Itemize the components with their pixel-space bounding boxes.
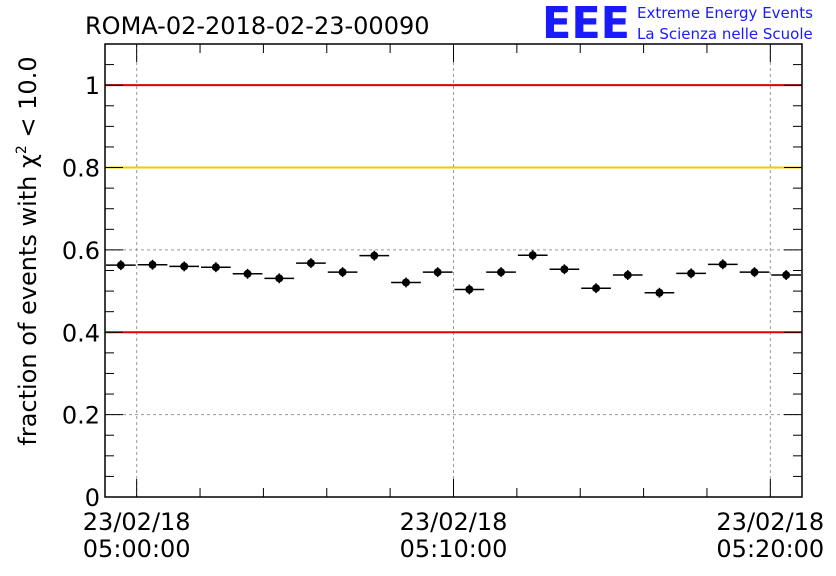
y-axis-label-prefix: fraction of events with [14, 168, 42, 446]
data-point [148, 260, 157, 269]
data-point [243, 269, 252, 278]
data-point [401, 278, 410, 287]
y-tick-label: 1 [85, 72, 100, 100]
data-point [497, 268, 506, 277]
y-axis-label-chi: χ [14, 154, 42, 168]
data-point [211, 263, 220, 272]
x-tick-label-date: 23/02/18 [83, 508, 191, 536]
data-point [687, 269, 696, 278]
reference-lines [105, 84, 802, 334]
x-tick-label-time: 05:00:00 [83, 535, 191, 563]
axes: 00.20.40.60.8123/02/1805:00:0023/02/1805… [62, 43, 824, 563]
y-tick-label: 0.4 [62, 319, 100, 347]
data-point [560, 265, 569, 274]
x-tick-label-date: 23/02/18 [400, 508, 508, 536]
y-tick-label: 0 [85, 484, 100, 512]
data-point [528, 251, 537, 260]
data-point [655, 288, 664, 297]
data-point [180, 262, 189, 271]
data-series [106, 250, 801, 298]
y-tick-label: 0.8 [62, 155, 100, 183]
logo-line-1: Extreme Energy Events [637, 4, 813, 22]
y-axis-label-suffix: < 10.0 [14, 56, 42, 145]
data-point [433, 268, 442, 277]
y-axis-label-superscript: 2 [14, 145, 30, 154]
data-point [465, 285, 474, 294]
data-point [592, 284, 601, 293]
data-point [750, 268, 759, 277]
data-point [370, 251, 379, 260]
x-tick-label-time: 05:10:00 [400, 535, 508, 563]
y-axis-label: fraction of events with χ2 < 10.0 [14, 56, 42, 445]
data-point [306, 259, 315, 268]
data-point [718, 260, 727, 269]
data-point [116, 261, 125, 270]
run-title: ROMA-02-2018-02-23-00090 [85, 12, 430, 40]
y-tick-label: 0.6 [62, 237, 100, 265]
data-point [338, 268, 347, 277]
eee-logo: EEE [542, 0, 630, 49]
x-tick-label-date: 23/02/18 [716, 508, 824, 536]
data-point [275, 274, 284, 283]
data-point [623, 271, 632, 280]
y-tick-label: 0.2 [62, 402, 100, 430]
logo-line-2: La Scienza nelle Scuole [637, 25, 813, 43]
x-tick-label-time: 05:20:00 [716, 535, 824, 563]
data-point [782, 271, 791, 280]
